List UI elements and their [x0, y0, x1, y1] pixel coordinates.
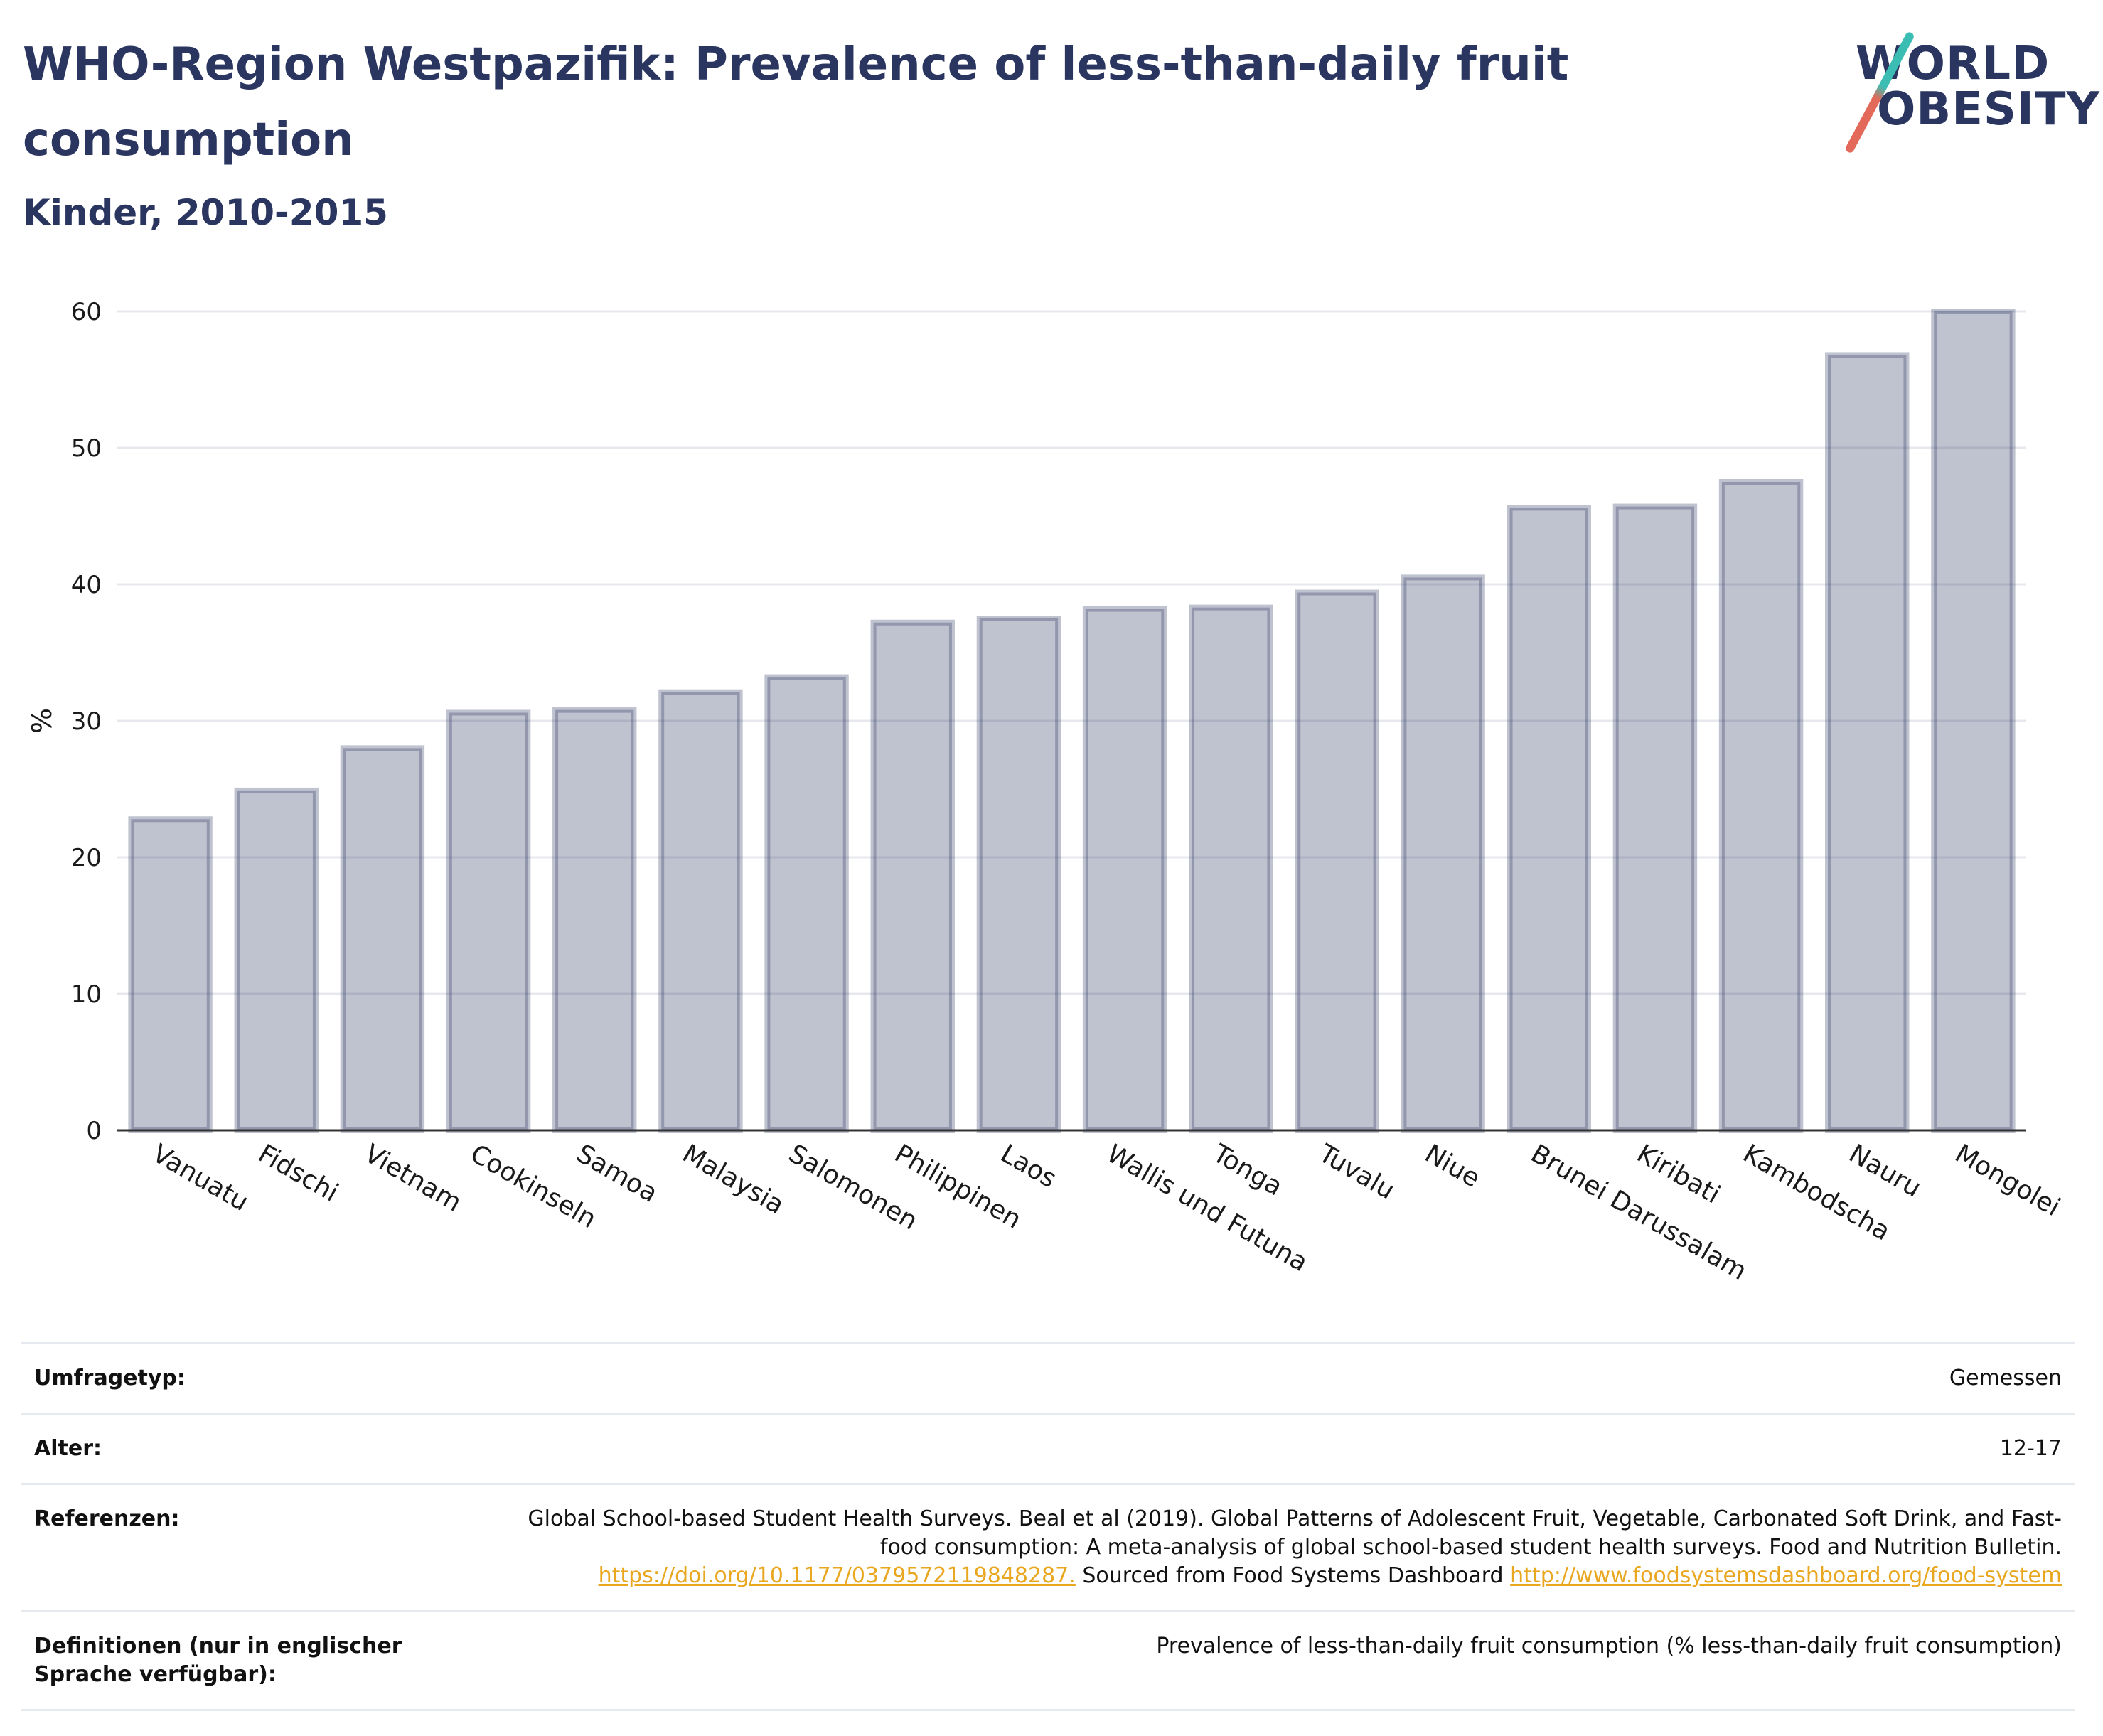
age-label: Alter: [21, 1413, 502, 1485]
bar-samoa [552, 707, 637, 1133]
food-systems-dashboard-link[interactable]: http://www.foodsystemsdashboard.org/food… [1510, 1563, 2062, 1588]
y-tick-label: 60 [71, 298, 102, 326]
world-obesity-logo[interactable]: WORLD OBESITY [1844, 21, 2099, 156]
y-tick-label: 40 [71, 571, 102, 599]
bar-vietnam [340, 745, 425, 1133]
doi-link[interactable]: https://doi.org/10.1177/0379572119848287… [598, 1563, 1076, 1588]
x-tick-label: Laos [995, 1139, 1061, 1194]
bar-vanuatu [128, 816, 213, 1133]
x-tick-label: Samoa [572, 1139, 663, 1209]
bar-tuvalu [1295, 589, 1379, 1133]
bar-kiribati [1612, 503, 1698, 1133]
bar-mongolei [1931, 309, 2016, 1133]
metadata-row-definitions: Definitionen (nur in englischer Sprache … [21, 1610, 2075, 1711]
x-tick-label: Malaysia [678, 1139, 789, 1220]
x-tick-label: Mongolei [1950, 1139, 2065, 1222]
bar-niue [1401, 574, 1485, 1133]
references-label: Referenzen: [21, 1483, 502, 1612]
y-axis-label: % [26, 708, 58, 734]
x-tick-label: Kiribati [1632, 1139, 1725, 1209]
y-tick-label: 30 [71, 707, 102, 736]
x-tick-label: Nauru [1844, 1139, 1926, 1203]
survey-type-value: Gemessen [502, 1342, 2075, 1415]
definitions-label: Definitionen (nur in englischer Sprache … [21, 1610, 502, 1711]
x-tick-label: Vietnam [359, 1139, 466, 1218]
x-tick-label: Tuvalu [1313, 1139, 1399, 1206]
bar-laos [976, 616, 1061, 1133]
x-tick-label: Wallis und Futuna [1102, 1139, 1313, 1277]
x-tick-label: Niue [1420, 1139, 1484, 1193]
references-source-text: Sourced from Food Systems Dashboard [1082, 1563, 1504, 1588]
x-tick-label: Fidschi [253, 1139, 343, 1208]
chart-title: WHO-Region Westpazifik: Prevalence of le… [23, 38, 1569, 166]
references-value: Global School-based Student Health Surve… [502, 1483, 2075, 1612]
survey-type-label: Umfragetyp: [21, 1342, 502, 1415]
references-text: Global School-based Student Health Surve… [528, 1506, 2062, 1560]
definitions-value: Prevalence of less-than-daily fruit cons… [502, 1610, 2075, 1711]
y-tick-label: 50 [71, 434, 102, 463]
chart-subtitle: Kinder, 2010-2015 [23, 192, 388, 233]
bar-tonga [1189, 604, 1273, 1133]
bar-cookinseln [446, 709, 531, 1133]
metadata-row-age: Alter: 12-17 [21, 1413, 2075, 1485]
bar-wallis-und-futuna [1082, 606, 1167, 1133]
bar-salomonen [764, 674, 849, 1133]
bar-nauru [1825, 352, 1910, 1134]
bar-philippinen [870, 619, 955, 1133]
x-tick-label: Vanuatu [147, 1139, 253, 1217]
bar-fidschi [234, 787, 319, 1133]
y-tick-label: 0 [86, 1117, 102, 1145]
metadata-row-survey-type: Umfragetyp: Gemessen [21, 1342, 2075, 1415]
age-value: 12-17 [502, 1413, 2075, 1485]
y-tick-label: 20 [71, 844, 102, 872]
metadata-row-references: Referenzen: Global School-based Student … [21, 1483, 2075, 1612]
metadata-table: Umfragetyp: Gemessen Alter: 12-17 Refere… [21, 1342, 2075, 1711]
bar-brunei-darussalam [1507, 505, 1591, 1134]
x-tick-label: Tonga [1207, 1139, 1288, 1202]
y-tick-label: 10 [71, 980, 102, 1009]
bar-malaysia [658, 689, 743, 1133]
logo-text-obesity: OBESITY [1877, 83, 2100, 136]
bar-kambodscha [1718, 479, 1804, 1133]
